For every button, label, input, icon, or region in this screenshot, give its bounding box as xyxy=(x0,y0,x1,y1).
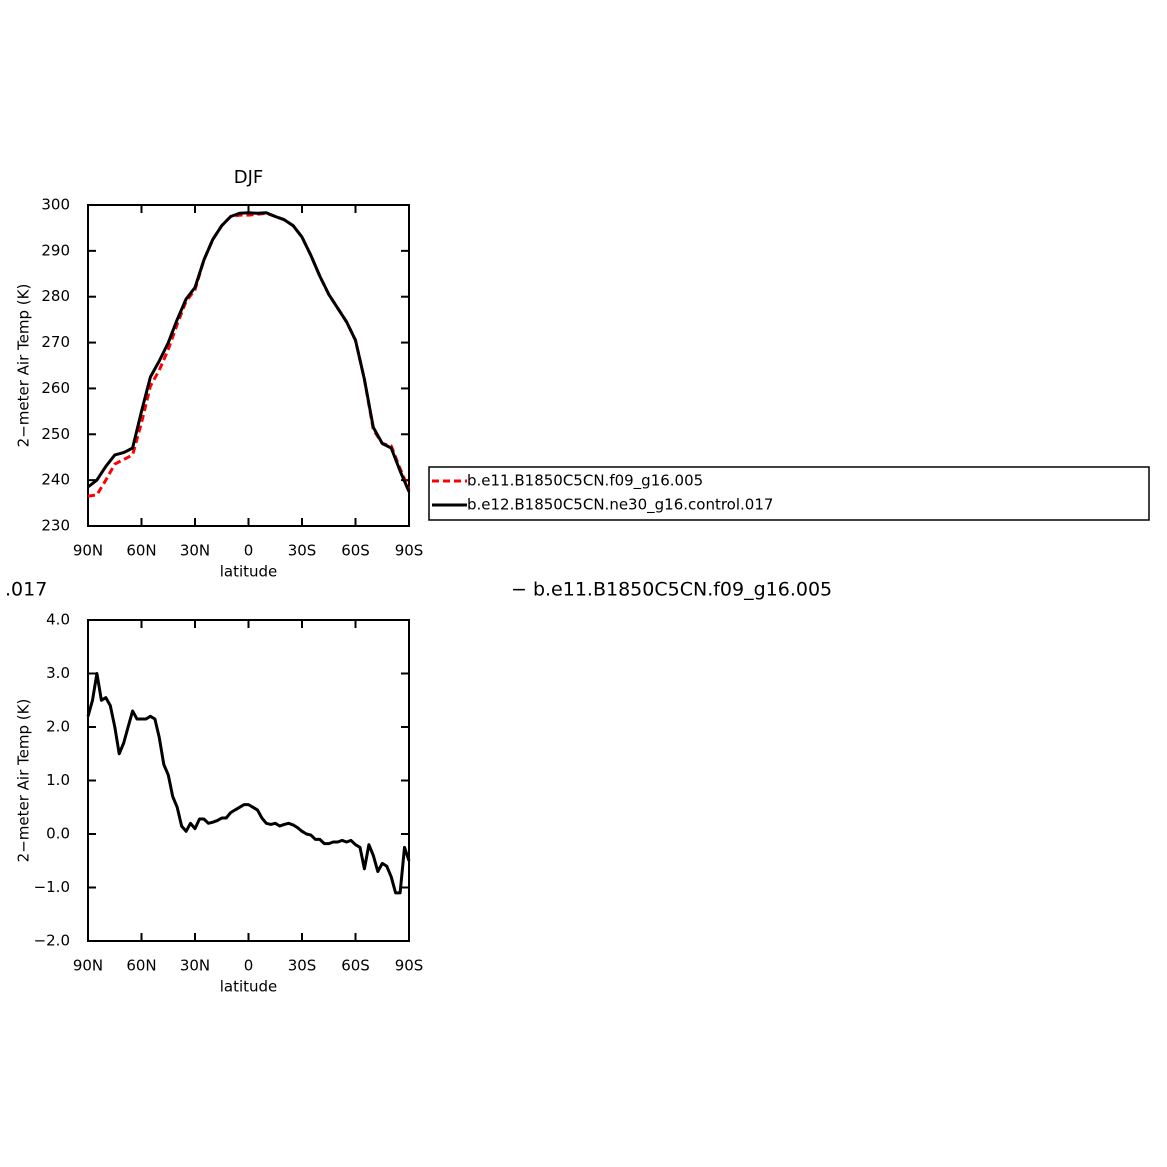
legend-label: b.e12.B1850C5CN.ne30_g16.control.017 xyxy=(467,496,773,515)
x-axis-label: latitude xyxy=(220,978,278,996)
x-tick-label: 90S xyxy=(395,957,424,975)
chart-title: DJF xyxy=(234,167,264,188)
x-tick-label: 60S xyxy=(341,542,370,560)
y-tick-label: 4.0 xyxy=(46,611,70,629)
x-tick-label: 0 xyxy=(244,957,254,975)
x-tick-label: 30N xyxy=(180,957,210,975)
data-line xyxy=(87,211,411,498)
plot-frame xyxy=(87,619,410,942)
y-axis-label: 2−meter Air Temp (K) xyxy=(15,284,33,448)
y-tick-label: 230 xyxy=(41,517,70,535)
x-tick-label: 30S xyxy=(288,542,317,560)
x-tick-label: 30S xyxy=(288,957,317,975)
y-tick-label: 290 xyxy=(41,241,70,259)
x-tick-label: 60N xyxy=(126,957,156,975)
y-tick-label: 0.0 xyxy=(46,825,70,843)
y-tick-label: 2.0 xyxy=(46,718,70,736)
x-tick-label: 60N xyxy=(126,542,156,560)
y-tick-label: −2.0 xyxy=(34,932,70,950)
x-tick-label: 30N xyxy=(180,542,210,560)
y-tick-label: −1.0 xyxy=(34,878,70,896)
y-tick-label: 300 xyxy=(41,196,70,214)
y-tick-label: 260 xyxy=(41,379,70,397)
y-tick-label: 250 xyxy=(41,425,70,443)
annotation: − b.e11.B1850C5CN.f09_g16.005 xyxy=(511,579,832,601)
legend-label: b.e11.B1850C5CN.f09_g16.005 xyxy=(467,472,703,491)
legend-box xyxy=(428,466,1150,521)
y-tick-label: 1.0 xyxy=(46,771,70,789)
x-tick-label: 90S xyxy=(395,542,424,560)
plot-frame xyxy=(87,204,410,527)
annotation: .017 xyxy=(5,579,47,601)
x-tick-label: 90N xyxy=(73,957,103,975)
y-tick-label: 270 xyxy=(41,333,70,351)
x-tick-label: 60S xyxy=(341,957,370,975)
x-tick-label: 0 xyxy=(244,542,254,560)
data-line xyxy=(86,672,411,895)
x-axis-label: latitude xyxy=(220,563,278,581)
y-tick-label: 240 xyxy=(41,471,70,489)
data-line xyxy=(87,211,411,493)
y-axis-label: 2−meter Air Temp (K) xyxy=(15,699,33,863)
x-tick-label: 90N xyxy=(73,542,103,560)
y-tick-label: 280 xyxy=(41,287,70,305)
y-tick-label: 3.0 xyxy=(46,664,70,682)
